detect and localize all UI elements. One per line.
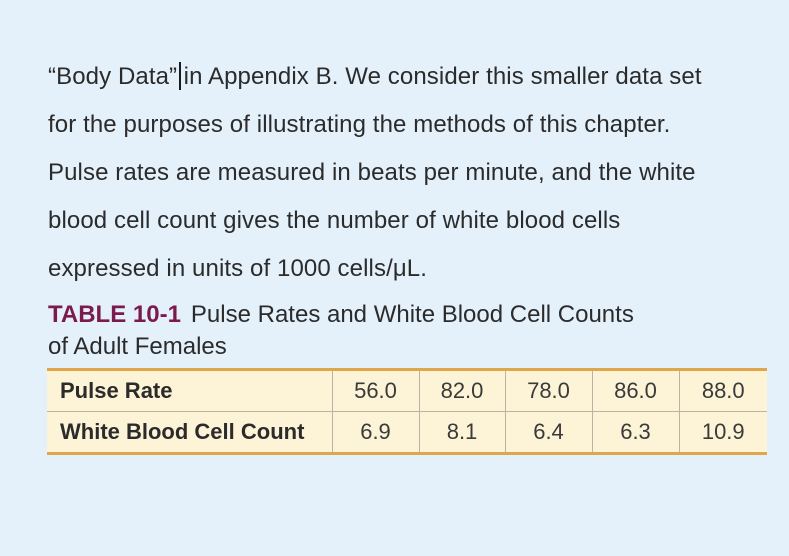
table-cell: 82.0 — [419, 371, 506, 412]
row-header: White Blood Cell Count — [47, 411, 333, 452]
table-cell: 78.0 — [505, 371, 593, 412]
row-header: Pulse Rate — [47, 371, 333, 412]
caption-title: Pulse Rates and White Blood Cell Counts — [190, 301, 634, 328]
caption-line-2: of Adult Females — [48, 333, 227, 360]
table-row-white-blood-cell-count: White Blood Cell Count 6.9 8.1 6.4 6.3 1… — [47, 411, 767, 452]
paragraph-line: expressed in units of 1000 cells/μL. — [48, 255, 427, 282]
paragraph-line: blood cell count gives the number of whi… — [48, 207, 621, 234]
table-row-pulse-rate: Pulse Rate 56.0 82.0 78.0 86.0 88.0 — [47, 371, 767, 412]
paragraph-line-text: in Appendix B. We consider this smaller … — [183, 63, 702, 90]
table-caption: TABLE 10-1 Pulse Rates and White Blood Ce… — [48, 299, 634, 363]
table-cell: 86.0 — [592, 371, 680, 412]
text-cursor — [179, 62, 181, 90]
table-cell: 6.9 — [332, 411, 420, 452]
paragraph-line: for the purposes of illustrating the met… — [48, 111, 671, 138]
table-cell: 6.3 — [592, 411, 680, 452]
data-table: Pulse Rate 56.0 82.0 78.0 86.0 88.0 Whit… — [47, 368, 767, 455]
body-paragraph: “Body Data” in Appendix B. We consider th… — [48, 53, 768, 293]
table-number-label: TABLE 10-1 — [48, 301, 181, 328]
quoted-dataset-name: “Body Data” — [48, 63, 178, 90]
table-cell: 10.9 — [701, 419, 745, 444]
table-cell: 6.4 — [505, 411, 593, 452]
table-cell: 88.0 — [679, 371, 767, 412]
caption-line-1: TABLE 10-1 Pulse Rates and White Blood Ce… — [48, 299, 634, 331]
paragraph-line: Pulse rates are measured in beats per mi… — [48, 159, 696, 186]
table-cell: 8.1 — [419, 411, 506, 452]
table-cell: 56.0 — [332, 371, 420, 412]
paragraph-line: “Body Data” in Appendix B. We consider th… — [48, 53, 768, 101]
